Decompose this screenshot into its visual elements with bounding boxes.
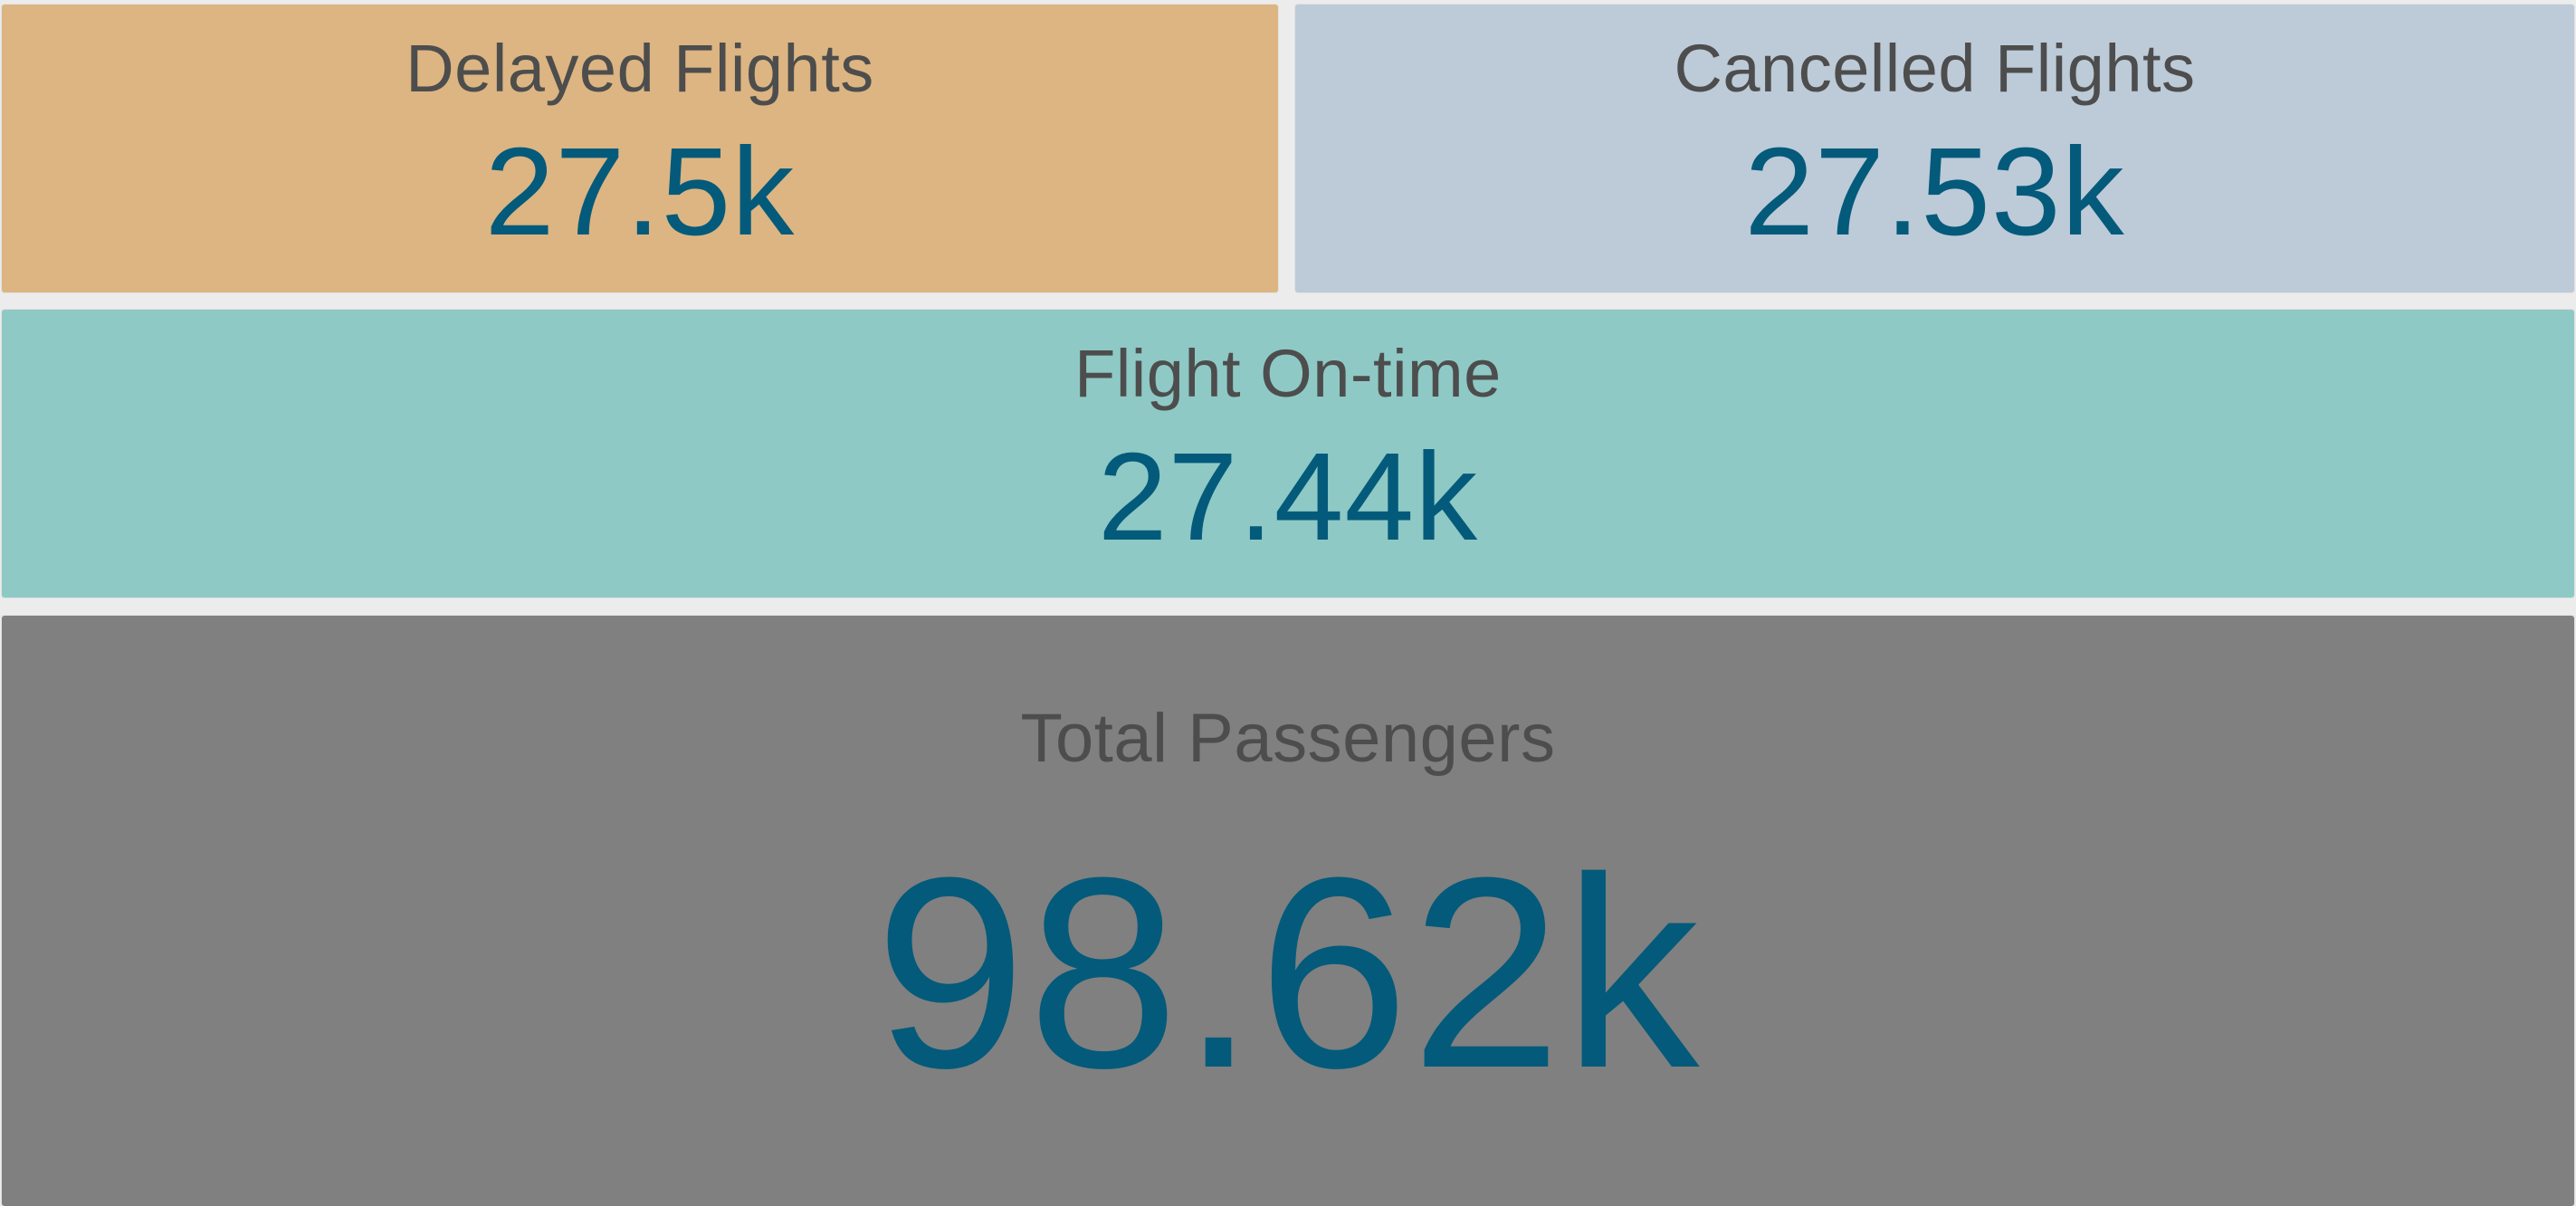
total-passengers-card: Total Passengers 98.62k [2, 616, 2574, 1206]
delayed-flights-card: Delayed Flights 27.5k [2, 5, 1278, 292]
total-passengers-value: 98.62k [874, 820, 1702, 1125]
delayed-flights-title: Delayed Flights [405, 31, 874, 106]
cancelled-flights-title: Cancelled Flights [1674, 31, 2196, 106]
delayed-flights-value: 27.5k [484, 122, 796, 262]
cancelled-flights-value: 27.53k [1744, 122, 2125, 262]
total-passengers-title: Total Passengers [1020, 700, 1556, 777]
flight-on-time-card: Flight On-time 27.44k [2, 310, 2574, 598]
cancelled-flights-card: Cancelled Flights 27.53k [1295, 5, 2574, 292]
flight-on-time-value: 27.44k [1097, 427, 1479, 567]
flight-on-time-title: Flight On-time [1074, 336, 1502, 411]
